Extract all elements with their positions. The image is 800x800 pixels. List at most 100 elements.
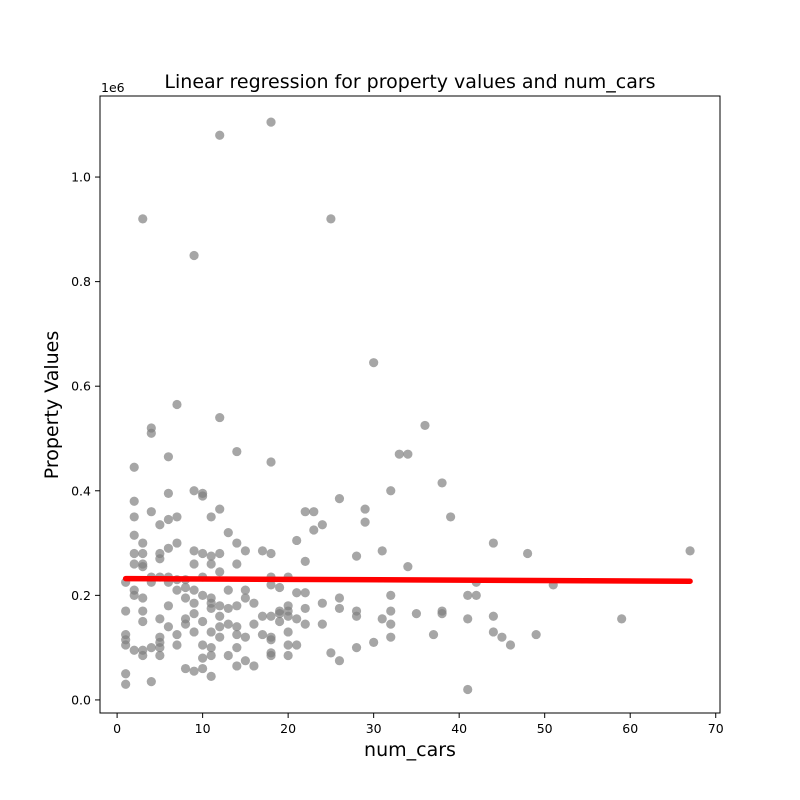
data-point	[146, 423, 156, 433]
data-point	[232, 538, 242, 548]
data-point	[437, 606, 447, 616]
data-point	[206, 671, 216, 682]
x-axis: 0 10 20 30 40 50 60 70	[113, 713, 724, 736]
data-point	[522, 548, 533, 559]
data-point	[334, 593, 345, 603]
data-point	[215, 601, 225, 611]
data-point	[129, 496, 139, 506]
data-point	[180, 582, 191, 593]
data-point	[189, 250, 199, 261]
data-point	[360, 504, 370, 514]
data-point	[215, 412, 225, 423]
data-point	[232, 559, 242, 569]
data-point	[180, 614, 191, 624]
data-point	[283, 650, 293, 661]
y-tick-label: 0.0	[71, 692, 91, 707]
data-point	[283, 640, 293, 650]
data-point	[292, 640, 302, 650]
data-point	[138, 559, 148, 569]
y-tick-label: 0.8	[71, 274, 91, 289]
data-point	[351, 643, 362, 653]
x-tick-label: 60	[622, 721, 638, 736]
data-point	[129, 548, 139, 559]
data-point	[685, 546, 695, 556]
data-point	[309, 507, 319, 517]
data-point	[121, 669, 131, 679]
data-point	[617, 614, 627, 624]
data-point	[198, 616, 208, 627]
y-tick-label: 0.2	[71, 588, 91, 603]
data-point	[163, 622, 174, 632]
data-point	[146, 507, 156, 517]
data-point	[232, 661, 242, 671]
data-point	[249, 619, 259, 629]
data-point	[172, 585, 182, 595]
data-point	[180, 593, 191, 603]
data-point	[121, 679, 131, 689]
data-point	[138, 645, 148, 655]
data-point	[531, 629, 541, 640]
data-point	[292, 614, 302, 624]
data-point	[300, 603, 310, 614]
data-point	[198, 548, 208, 559]
data-point	[138, 606, 148, 616]
data-point	[377, 614, 387, 624]
data-point	[155, 520, 165, 530]
data-point	[155, 632, 165, 642]
data-point	[266, 648, 276, 658]
x-axis-label: num_cars	[364, 739, 456, 761]
data-point	[334, 603, 345, 614]
data-point	[274, 616, 285, 627]
data-point	[163, 601, 174, 611]
data-point	[198, 640, 208, 650]
data-point	[463, 614, 473, 624]
data-point	[249, 661, 259, 671]
regression-line	[122, 575, 693, 584]
data-point	[266, 580, 276, 590]
data-point	[189, 609, 199, 619]
data-point	[377, 546, 387, 556]
y-tick-label: 0.6	[71, 379, 91, 394]
data-point	[232, 446, 242, 457]
data-point	[189, 546, 199, 556]
axes-frame	[99, 95, 721, 714]
data-point	[223, 603, 233, 614]
x-tick-label: 30	[366, 721, 382, 736]
data-point	[266, 632, 276, 642]
data-point	[223, 528, 233, 538]
x-tick-label: 0	[113, 721, 121, 736]
data-point	[488, 538, 498, 548]
data-point	[223, 619, 233, 629]
data-point	[334, 656, 345, 666]
data-point	[463, 590, 473, 600]
data-point	[189, 666, 199, 676]
data-point	[326, 648, 336, 658]
data-point	[198, 590, 208, 600]
data-point	[215, 567, 225, 577]
data-point	[369, 358, 379, 368]
data-point	[386, 486, 396, 496]
data-point	[206, 650, 216, 661]
data-point	[198, 488, 208, 498]
y-axis: 0.0 0.2 0.4 0.6 0.8 1.0	[71, 170, 100, 707]
data-point	[198, 653, 208, 663]
data-point	[146, 677, 156, 687]
data-point	[121, 629, 131, 640]
data-point	[206, 551, 216, 561]
data-point	[180, 663, 191, 674]
data-point	[215, 504, 225, 514]
data-point	[189, 486, 199, 496]
data-point	[189, 627, 199, 637]
data-point	[257, 629, 268, 640]
data-point	[403, 561, 413, 572]
data-point	[232, 601, 242, 611]
data-point	[155, 548, 165, 559]
data-point	[172, 399, 182, 410]
data-point	[386, 606, 396, 616]
data-point	[266, 548, 276, 559]
data-point	[463, 684, 473, 695]
data-point	[138, 538, 148, 548]
data-point	[300, 556, 310, 566]
data-point	[172, 538, 182, 548]
y-axis-offset-label: 1e6	[101, 80, 125, 95]
